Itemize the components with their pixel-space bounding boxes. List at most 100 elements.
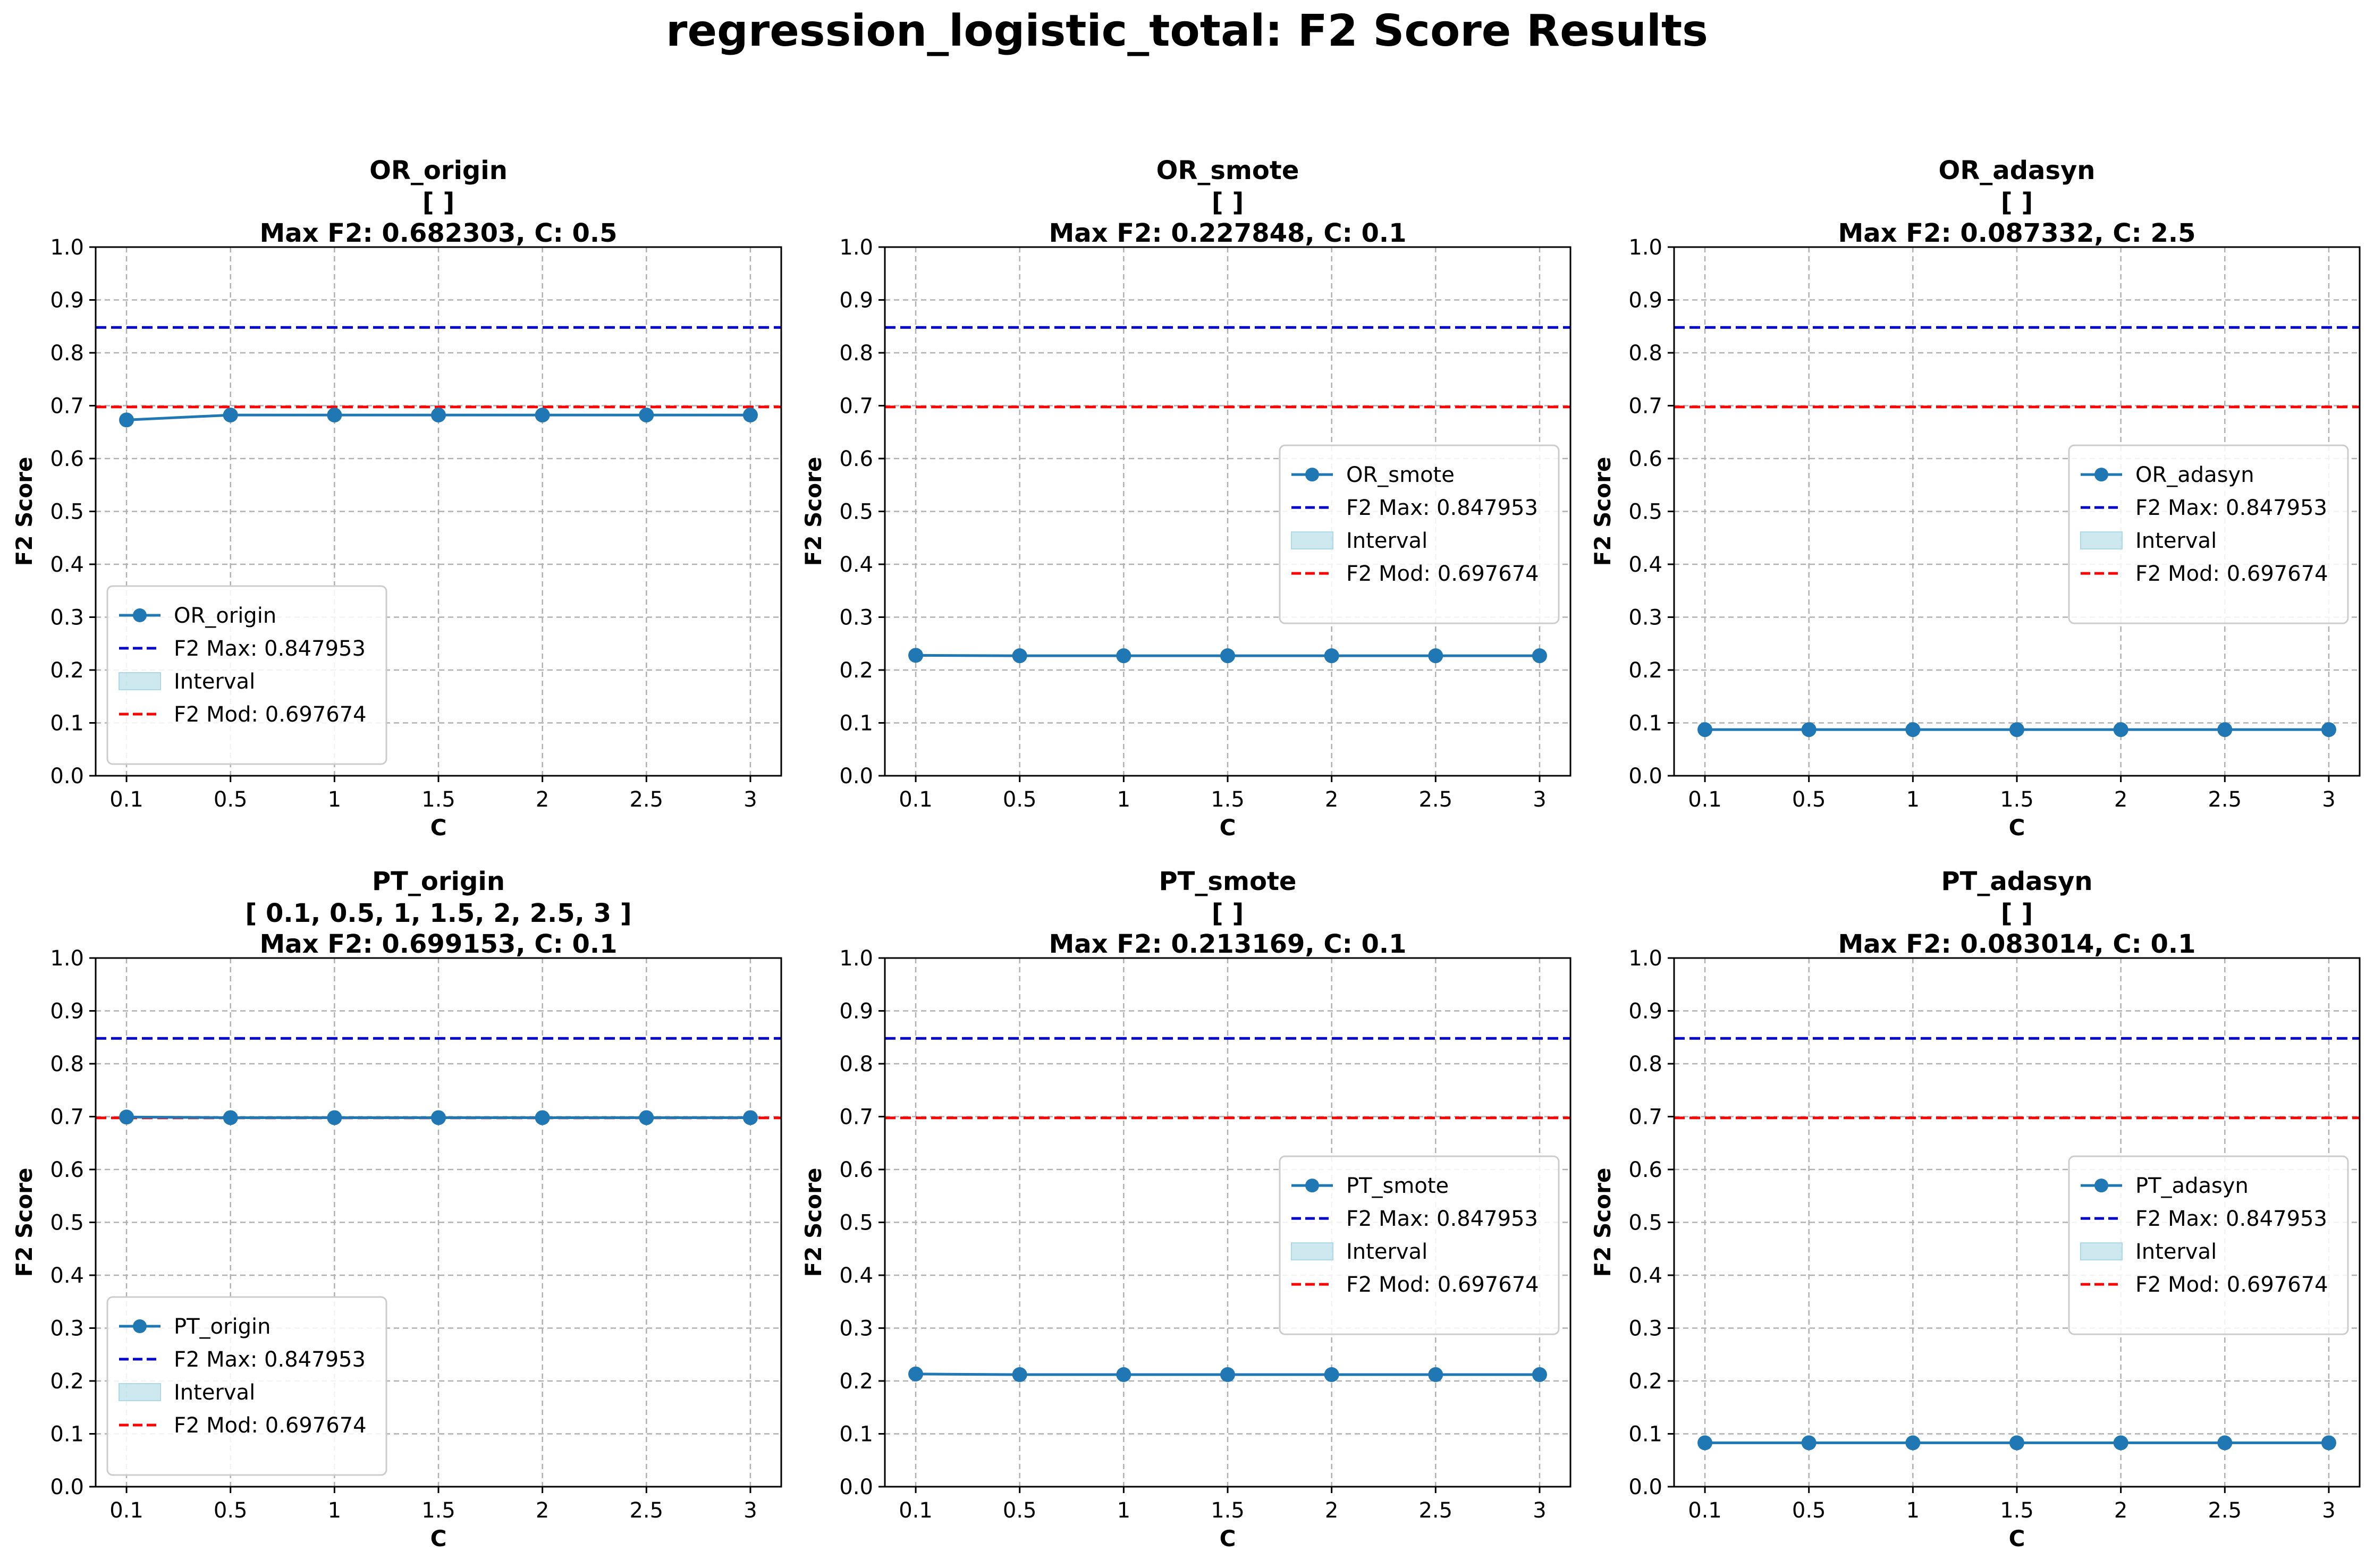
legend-label: F2 Max: 0.847953 <box>174 1347 366 1372</box>
legend-label: F2 Mod: 0.697674 <box>1346 1273 1539 1297</box>
data-point <box>2113 1435 2128 1451</box>
x-tick-label: 1.5 <box>421 787 455 812</box>
x-tick-label: 1.5 <box>1211 1498 1245 1523</box>
y-tick-label: 0.2 <box>1628 1369 1662 1394</box>
x-tick-label: 0.5 <box>1003 1498 1037 1523</box>
subplot-title-line: PT_smote <box>1159 867 1297 896</box>
x-tick-label: 3 <box>744 1498 757 1523</box>
y-tick-label: 0.2 <box>839 1369 873 1394</box>
x-tick-label: 1.5 <box>2000 1498 2034 1523</box>
legend-label: F2 Mod: 0.697674 <box>174 1413 367 1438</box>
y-tick-label: 0.1 <box>1628 1422 1662 1447</box>
legend-label: Interval <box>1346 529 1427 553</box>
legend-label: PT_origin <box>174 1315 271 1339</box>
subplot-title-line: OR_smote <box>1156 156 1299 185</box>
y-tick-label: 0.8 <box>50 341 84 366</box>
y-tick-label: 1.0 <box>50 946 84 971</box>
data-point <box>1428 648 1443 664</box>
data-point <box>1697 722 1713 738</box>
y-tick-label: 0.4 <box>1628 553 1662 577</box>
subplot-title-line: [ ] <box>2001 899 2033 928</box>
data-point <box>908 648 924 663</box>
y-tick-label: 0.4 <box>50 1264 84 1288</box>
legend-box <box>106 1296 387 1476</box>
y-tick-label: 0.9 <box>839 999 873 1024</box>
y-tick-label: 0.7 <box>50 394 84 419</box>
y-tick-label: 0.0 <box>1628 764 1662 789</box>
data-point <box>1532 1367 1547 1383</box>
y-tick-label: 0.1 <box>839 711 873 736</box>
data-point <box>119 1109 134 1125</box>
y-tick-label: 0.0 <box>839 1475 873 1499</box>
subplot-title-line: Max F2: 0.682303, C: 0.5 <box>259 218 617 248</box>
y-tick-label: 1.0 <box>50 235 84 260</box>
data-point <box>2321 1435 2336 1451</box>
legend-swatch-interval <box>119 672 161 690</box>
y-tick-label: 0.9 <box>1628 289 1662 313</box>
x-tick-label: 3 <box>2322 1498 2335 1523</box>
legend-swatch-interval <box>119 1383 161 1401</box>
x-tick-label: 2.5 <box>1418 787 1452 812</box>
y-tick-label: 0.7 <box>839 394 873 419</box>
legend-swatch-interval <box>2080 531 2123 550</box>
legend-swatch-marker <box>133 1319 147 1333</box>
data-point <box>639 1110 654 1125</box>
subplot-title-line: [ ] <box>423 188 455 217</box>
data-point <box>119 412 134 428</box>
y-tick-label: 0.1 <box>50 1422 84 1447</box>
subplot-title-line: Max F2: 0.087332, C: 2.5 <box>1838 218 2195 248</box>
x-tick-label: 1 <box>328 1498 341 1523</box>
x-axis-label: C <box>1220 1525 1236 1552</box>
x-axis-label: C <box>2009 815 2025 841</box>
legend-label: Interval <box>2135 1240 2217 1264</box>
y-tick-label: 0.8 <box>839 1052 873 1077</box>
x-tick-label: 0.5 <box>1003 787 1037 812</box>
legend-label: F2 Mod: 0.697674 <box>2135 1273 2328 1297</box>
x-tick-label: 1 <box>1906 787 1920 812</box>
x-tick-label: 2.5 <box>1418 1498 1452 1523</box>
x-tick-label: 1 <box>1117 787 1130 812</box>
y-tick-label: 0.3 <box>1628 606 1662 630</box>
x-tick-label: 2.5 <box>629 1498 663 1523</box>
y-axis-label: F2 Score <box>800 457 826 566</box>
data-point <box>908 1366 924 1381</box>
subplot-title-line: Max F2: 0.083014, C: 0.1 <box>1838 929 2195 959</box>
data-point <box>431 1110 446 1125</box>
legend-label: F2 Max: 0.847953 <box>2135 1207 2327 1231</box>
y-tick-label: 0.3 <box>839 606 873 630</box>
x-axis-label: C <box>430 1525 447 1552</box>
data-point <box>1116 648 1131 664</box>
legend-swatch-interval <box>1291 531 1333 550</box>
x-tick-label: 0.1 <box>1688 787 1722 812</box>
y-tick-label: 0.8 <box>839 341 873 366</box>
x-tick-label: 0.5 <box>214 787 248 812</box>
data-point <box>1012 1367 1027 1383</box>
y-tick-label: 0.8 <box>1628 1052 1662 1077</box>
y-tick-label: 1.0 <box>839 946 873 971</box>
x-tick-label: 2 <box>2114 1498 2127 1523</box>
subplot-OR_smote: 0.0 0.1 0.2 0.3 0.4 0.5 0.6 0.7 0.8 0.9 1.0 0.1 0.5 1… <box>800 156 1572 841</box>
legend-swatch-marker <box>2094 1179 2108 1193</box>
data-point <box>1532 648 1547 664</box>
legend-label: F2 Mod: 0.697674 <box>1346 562 1539 586</box>
y-tick-label: 0.5 <box>1628 500 1662 524</box>
legend-label: OR_origin <box>174 604 276 628</box>
legend-label: F2 Max: 0.847953 <box>1346 1207 1538 1231</box>
x-axis-label: C <box>2009 1525 2025 1552</box>
x-tick-label: 0.1 <box>1688 1498 1722 1523</box>
y-tick-label: 1.0 <box>1628 946 1662 971</box>
y-tick-label: 0.4 <box>839 553 873 577</box>
x-tick-label: 3 <box>2322 787 2335 812</box>
subplot-title-line: PT_origin <box>372 867 505 896</box>
data-point <box>535 408 550 423</box>
x-tick-label: 2.5 <box>2208 1498 2242 1523</box>
x-tick-label: 0.1 <box>899 787 933 812</box>
data-point <box>223 1110 238 1125</box>
x-tick-label: 0.1 <box>109 787 143 812</box>
legend-box <box>106 585 387 765</box>
y-tick-label: 0.1 <box>839 1422 873 1447</box>
x-tick-label: 1.5 <box>421 1498 455 1523</box>
legend-swatch-marker <box>133 608 147 622</box>
legend-label: Interval <box>174 1380 255 1405</box>
subplot-PT_origin: 0.0 0.1 0.2 0.3 0.4 0.5 0.6 0.7 0.8 0.9 1.0 0.1 0.5 1… <box>11 867 782 1552</box>
